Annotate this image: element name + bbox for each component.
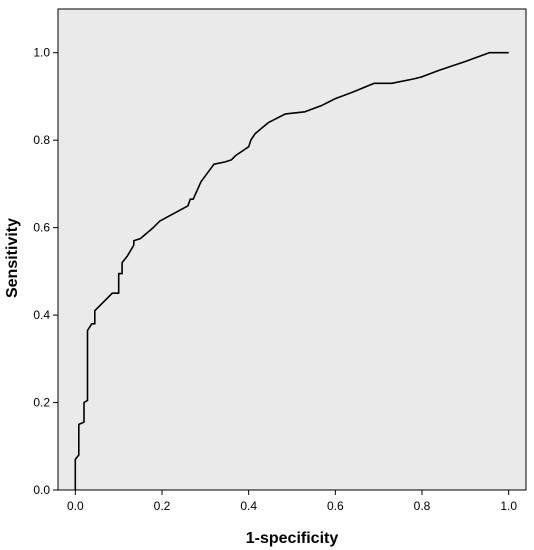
y-tick-label: 0.6: [33, 221, 50, 235]
plot-area: [58, 9, 526, 490]
y-tick-label: 0.2: [33, 396, 50, 410]
y-tick-label: 0.8: [33, 133, 50, 147]
x-tick-label: 0.8: [414, 499, 431, 513]
x-axis-title: 1-specificity: [246, 530, 339, 547]
y-tick-label: 0.4: [33, 308, 50, 322]
y-axis-title: Sensitivity: [4, 218, 21, 298]
x-tick-label: 0.2: [154, 499, 171, 513]
y-tick-label: 0.0: [33, 483, 50, 497]
plot-frame: [57, 8, 527, 491]
y-tick-label: 1.0: [33, 46, 50, 60]
x-tick-label: 0.6: [327, 499, 344, 513]
tick-layer: 0.0 0.2 0.4 0.6 0.8 1.0 0.0 0.2 0.4 0.6 0.8 1.0: [33, 46, 517, 513]
x-tick-label: 0.0: [67, 499, 84, 513]
x-tick-label: 0.4: [240, 499, 257, 513]
x-tick-label: 1.0: [500, 499, 517, 513]
roc-curve: [74, 51, 509, 490]
